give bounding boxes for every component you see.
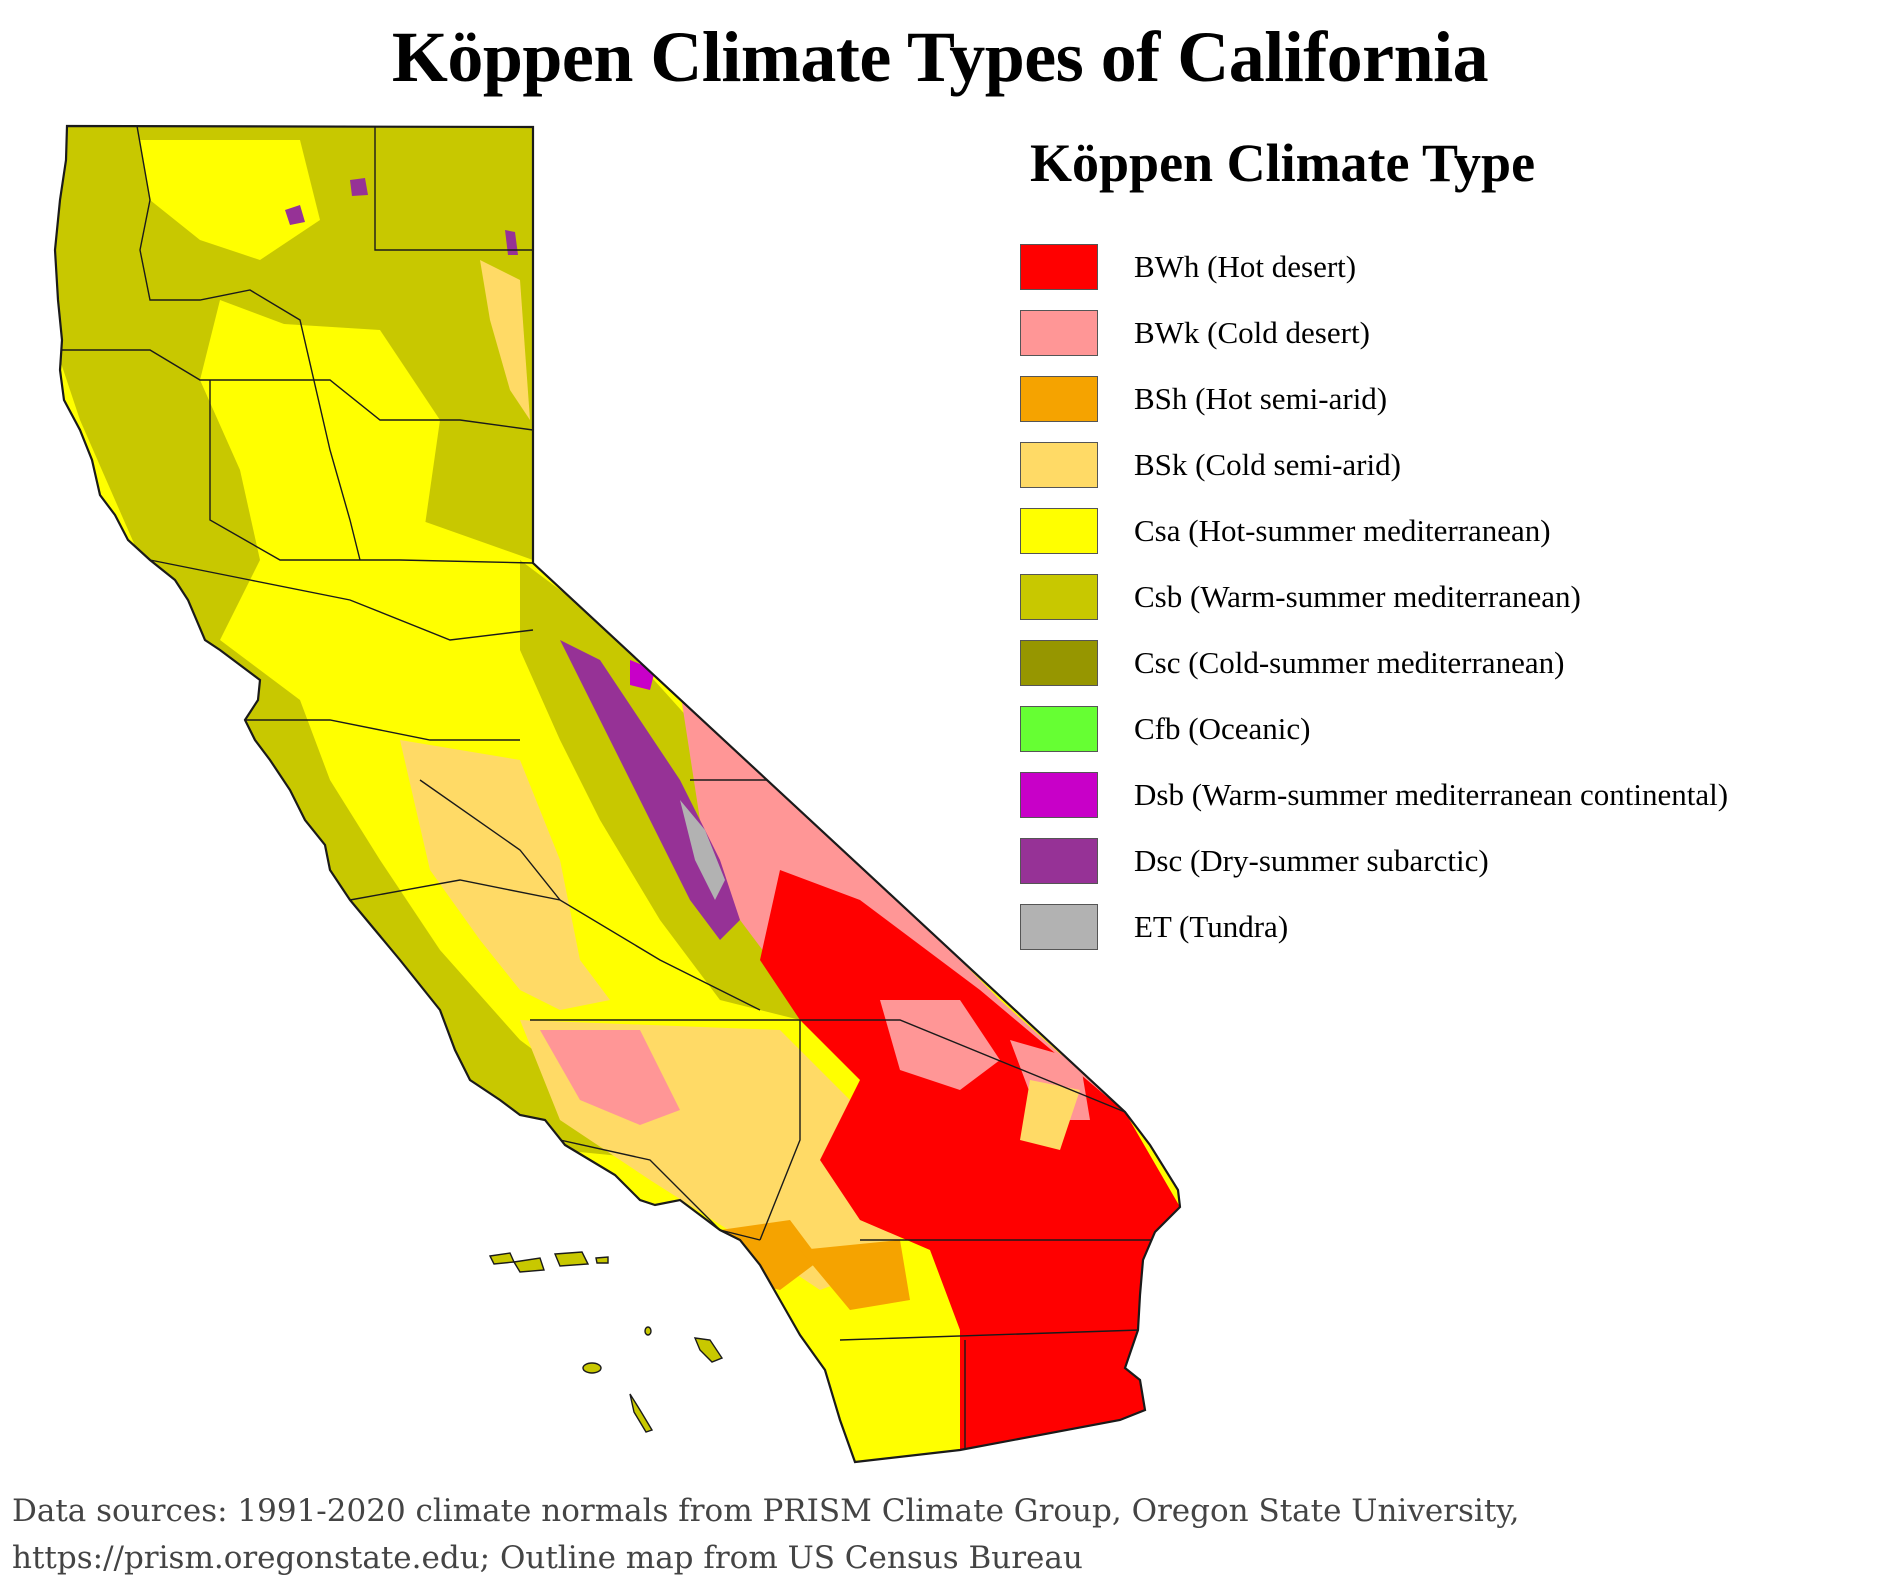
swatch-csa [1020,508,1098,554]
legend-item-cfb: Cfb (Oceanic) [1020,696,1728,762]
legend-list: BWh (Hot desert) BWk (Cold desert) BSh (… [1020,234,1728,960]
county-borders [60,126,1160,1450]
swatch-et [1020,904,1098,950]
legend-label: ET (Tundra) [1134,909,1289,944]
footer-line-1: Data sources: 1991-2020 climate normals … [12,1493,1520,1529]
legend-label: BWh (Hot desert) [1134,249,1357,284]
legend-item-bsh: BSh (Hot semi-arid) [1020,366,1728,432]
swatch-bsk [1020,442,1098,488]
legend-item-csb: Csb (Warm-summer mediterranean) [1020,564,1728,630]
map-title: Köppen Climate Types of California [391,17,1489,97]
legend-label: Dsb (Warm-summer mediterranean continent… [1134,777,1729,812]
legend-label: Csc (Cold-summer mediterranean) [1134,645,1565,680]
legend-label: Csb (Warm-summer mediterranean) [1134,579,1581,614]
swatch-bwh [1020,244,1098,290]
data-sources-footer: Data sources: 1991-2020 climate normals … [12,1488,1872,1582]
legend-item-et: ET (Tundra) [1020,894,1728,960]
legend-item-bwh: BWh (Hot desert) [1020,234,1728,300]
swatch-dsb [1020,772,1098,818]
legend-label: BSk (Cold semi-arid) [1134,447,1401,482]
legend-item-csa: Csa (Hot-summer mediterranean) [1020,498,1728,564]
legend-label: Dsc (Dry-summer subarctic) [1134,843,1489,878]
swatch-dsc [1020,838,1098,884]
legend-label: Cfb (Oceanic) [1134,711,1311,746]
legend-item-csc: Csc (Cold-summer mediterranean) [1020,630,1728,696]
swatch-csc [1020,640,1098,686]
legend-label: Csa (Hot-summer mediterranean) [1134,513,1551,548]
legend: Köppen Climate Type BWh (Hot desert) BWk… [1020,128,1728,960]
legend-item-dsc: Dsc (Dry-summer subarctic) [1020,828,1728,894]
legend-title: Köppen Climate Type [1030,133,1536,193]
swatch-cfb [1020,706,1098,752]
swatch-csb [1020,574,1098,620]
legend-item-dsb: Dsb (Warm-summer mediterranean continent… [1020,762,1728,828]
swatch-bsh [1020,376,1098,422]
legend-item-bsk: BSk (Cold semi-arid) [1020,432,1728,498]
legend-item-bwk: BWk (Cold desert) [1020,300,1728,366]
swatch-bwk [1020,310,1098,356]
footer-line-2: https://prism.oregonstate.edu; Outline m… [12,1540,1083,1576]
legend-label: BSh (Hot semi-arid) [1134,381,1388,416]
legend-label: BWk (Cold desert) [1134,315,1370,350]
channel-islands [488,1251,724,1433]
